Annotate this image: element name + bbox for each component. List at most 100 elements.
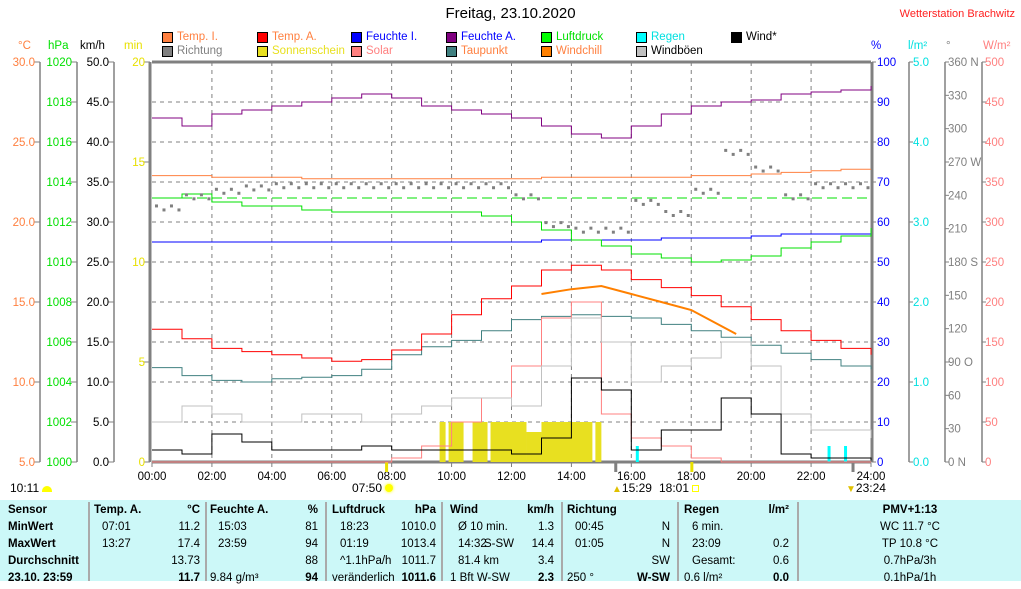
column-divider: [205, 502, 207, 581]
tick-label-sun: 0: [139, 457, 145, 469]
time-wind: 81.4 km: [458, 555, 499, 567]
legend-swatch: [351, 31, 362, 43]
legend-label: Temp. A.: [272, 31, 317, 43]
direction-point: [334, 182, 338, 186]
direction-point: [394, 182, 398, 186]
tick-label-direction: 30: [948, 424, 961, 436]
legend-item: Feuchte A.: [446, 30, 516, 44]
direction-point: [477, 186, 481, 190]
unit-wind: km/h: [527, 504, 554, 516]
direction-point: [814, 182, 818, 186]
tick-label-solar: 200: [985, 297, 1004, 309]
direction-point: [169, 204, 173, 208]
legend-item: Wind*: [731, 30, 777, 44]
legend-swatch: [162, 45, 173, 57]
value-pressure: 1013.4: [400, 538, 436, 550]
tick-label-direction: 210: [948, 224, 967, 236]
sunshine-duration: 10:11: [10, 481, 53, 495]
tick-label-direction: 360 N: [948, 57, 979, 69]
value-pressure: 1010.0: [400, 521, 436, 533]
direction-point: [297, 186, 301, 190]
legend-item: Solar: [351, 44, 393, 58]
tick-label-direction: 270 W: [948, 157, 981, 169]
sunshine-bar: [595, 422, 602, 462]
x-tick-label: 10:00: [437, 471, 466, 483]
tick-label-wind: 40.0: [87, 137, 109, 149]
legend-swatch: [257, 31, 268, 43]
column-divider: [88, 502, 90, 581]
legend-label: Richtung: [177, 45, 223, 57]
weather-chart: 30.025.020.015.010.05.0°C102010181016101…: [13, 40, 1011, 483]
axis-unit-humidity: %: [871, 40, 881, 52]
legend-label: Windchill: [556, 45, 603, 57]
direction-point: [844, 182, 848, 186]
series-wind-: [152, 377, 872, 461]
legend-label: Solar: [366, 45, 393, 57]
tick-label-humidity: 0: [877, 457, 883, 469]
direction-point: [746, 152, 750, 156]
direction-point: [641, 202, 645, 206]
direction-point: [357, 186, 361, 190]
column-divider: [441, 502, 443, 581]
direction-point: [462, 186, 466, 190]
tick-label-solar: 250: [985, 257, 1004, 269]
tick-label-solar: 400: [985, 137, 1004, 149]
value-pressure: 1011.7: [401, 555, 436, 567]
x-tick-label: 00:00: [138, 471, 167, 483]
column-divider: [797, 502, 799, 581]
tick-label-solar: 500: [985, 57, 1004, 69]
moonset: ▼23:24: [846, 481, 886, 495]
tick-label-pressure: 1010: [46, 257, 72, 269]
direction-point: [267, 188, 271, 192]
tick-label-temp: 25.0: [13, 137, 35, 149]
value-pressure: 1011.6: [401, 572, 436, 584]
tick-label-wind: 5.0: [93, 417, 109, 429]
direction-point: [432, 186, 436, 190]
direction-point: [566, 225, 570, 229]
tick-label-humidity: 60: [877, 217, 890, 229]
direction-point: [417, 186, 421, 190]
value-temp: 13.73: [171, 555, 200, 567]
value-humidity: 94: [305, 538, 318, 550]
moonrise: ▲15:29: [612, 481, 652, 495]
time-pressure: ^1.1hPa/h: [340, 555, 392, 567]
unit-temp: °C: [187, 504, 200, 516]
column-divider: [561, 502, 563, 581]
tick-label-temp: 20.0: [13, 217, 35, 229]
value-wind: 14.4: [531, 538, 554, 550]
moonrise-time: 15:29: [621, 481, 652, 495]
direction-point: [836, 186, 840, 190]
value-humidity: 94: [305, 572, 318, 584]
series-luftdruck: [152, 193, 872, 263]
time-direction: 250 °: [567, 572, 594, 584]
direction-point: [626, 230, 630, 234]
tick-label-pressure: 1014: [46, 177, 72, 189]
direction-point: [492, 186, 496, 190]
x-tick-label: 16:00: [617, 471, 646, 483]
direction-point: [387, 186, 391, 190]
legend-item: Feuchte I.: [351, 30, 417, 44]
tick-label-rain: 1.0: [913, 377, 929, 389]
column-divider: [677, 502, 679, 581]
legend-label: Regen: [651, 31, 685, 43]
direction-point: [761, 169, 765, 173]
cloud-sun-icon: [42, 486, 53, 492]
tick-label-direction: 60: [948, 390, 961, 402]
tick-label-humidity: 80: [877, 137, 890, 149]
header-sensor: Sensor: [8, 504, 47, 516]
direction-point: [529, 193, 533, 197]
legend-swatch: [351, 45, 362, 57]
tick-label-wind: 25.0: [87, 257, 109, 269]
value-direction: N: [661, 538, 670, 550]
direction-point: [589, 226, 593, 230]
x-tick-label: 02:00: [198, 471, 227, 483]
direction-point: [469, 182, 473, 186]
series-feuchte-a-: [152, 86, 872, 139]
legend-label: Luftdruck: [556, 31, 604, 43]
pmv-value: TP 10.8 °C: [881, 538, 939, 550]
chart-title: Freitag, 23.10.2020: [445, 5, 576, 22]
time-wind: 14:32: [458, 538, 487, 550]
tick-label-temp: 30.0: [13, 57, 35, 69]
stats-table: Sensor Temp. A. °C Feuchte A.% Luftdruck hPa W…: [0, 500, 1021, 584]
direction-point: [679, 210, 683, 213]
